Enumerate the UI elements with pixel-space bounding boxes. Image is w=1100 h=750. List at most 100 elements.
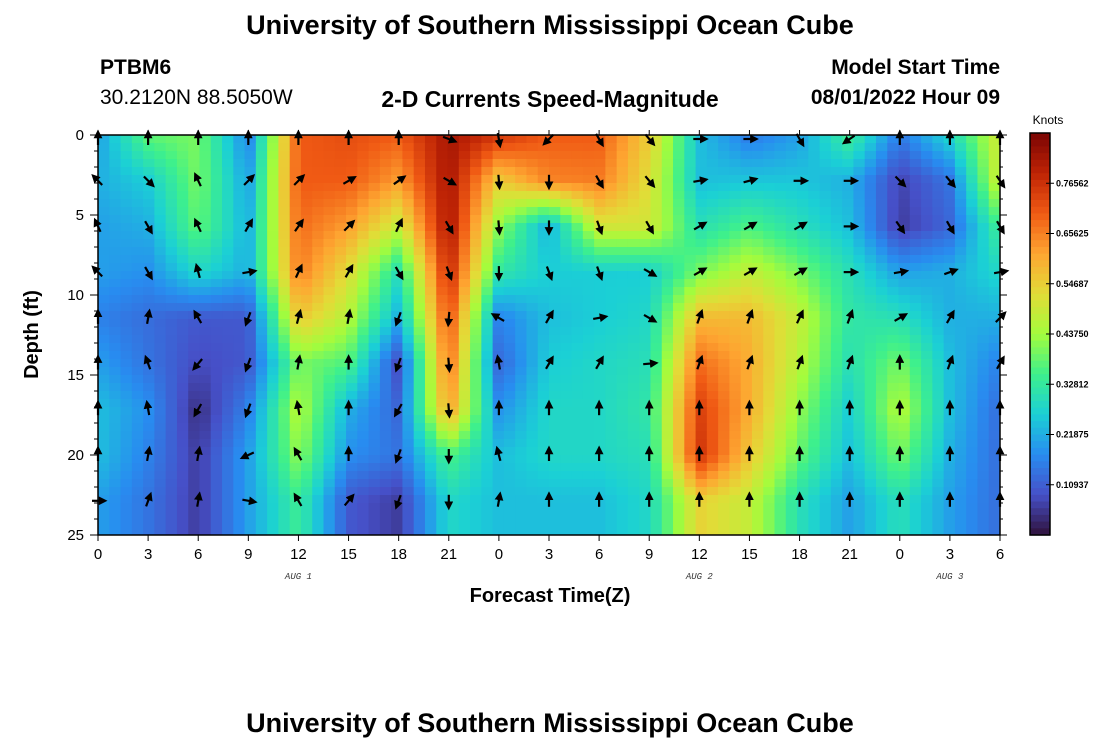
heatmap-cell — [977, 287, 990, 296]
heatmap-cell — [481, 151, 494, 160]
heatmap-cell — [830, 223, 843, 232]
heatmap-cell — [830, 415, 843, 424]
heatmap-cell — [763, 183, 776, 192]
heatmap-cell — [278, 319, 291, 328]
heatmap-cell — [210, 159, 223, 168]
colorbar-segment — [1030, 153, 1050, 161]
heatmap-cell — [300, 351, 313, 360]
heatmap-cell — [379, 487, 392, 496]
heatmap-cell — [120, 455, 133, 464]
heatmap-cell — [650, 375, 663, 384]
heatmap-cell — [582, 271, 595, 280]
heatmap-cell — [751, 519, 764, 528]
heatmap-cell — [785, 295, 798, 304]
heatmap-cell — [695, 151, 708, 160]
heatmap-cell — [808, 407, 821, 416]
current-arrow — [244, 218, 254, 233]
heatmap-cell — [616, 303, 629, 312]
heatmap-cell — [537, 271, 550, 280]
heatmap-cell — [853, 447, 866, 456]
current-arrow — [795, 309, 804, 324]
date-label: AUG 3 — [935, 572, 964, 582]
heatmap-cell — [98, 479, 110, 488]
heatmap-cell — [176, 463, 189, 472]
heatmap-cell — [492, 479, 505, 488]
heatmap-cell — [650, 327, 663, 336]
heatmap-cell — [154, 351, 167, 360]
heatmap-cell — [481, 447, 494, 456]
heatmap-cell — [267, 135, 280, 144]
heatmap-cell — [436, 215, 449, 224]
heatmap-cell — [819, 415, 832, 424]
heatmap-cell — [594, 303, 606, 312]
heatmap-cell — [819, 167, 832, 176]
heatmap-cell — [797, 199, 809, 208]
heatmap-cell — [188, 527, 201, 535]
heatmap-cell — [300, 383, 313, 392]
heatmap-cell — [627, 207, 640, 216]
heatmap-cell — [447, 335, 460, 344]
heatmap-cell — [650, 487, 663, 496]
heatmap-cell — [943, 527, 956, 535]
heatmap-cell — [650, 447, 663, 456]
heatmap-cell — [751, 359, 764, 368]
heatmap-cell — [176, 383, 189, 392]
heatmap-cell — [977, 175, 990, 184]
heatmap-cell — [932, 311, 945, 320]
heatmap-cell — [470, 231, 482, 240]
heatmap-cell — [210, 167, 223, 176]
heatmap-cell — [98, 391, 110, 400]
heatmap-cell — [808, 479, 821, 488]
heatmap-cell — [154, 327, 167, 336]
heatmap-cell — [830, 295, 843, 304]
heatmap-cell — [413, 327, 426, 336]
heatmap-cell — [368, 351, 381, 360]
heatmap-cell — [131, 303, 144, 312]
heatmap-cell — [921, 135, 933, 144]
heatmap-cell — [334, 463, 347, 472]
heatmap-cell — [627, 367, 640, 376]
heatmap-cell — [582, 239, 595, 248]
heatmap-cell — [706, 343, 719, 352]
heatmap-cell — [842, 407, 855, 416]
heatmap-cell — [98, 351, 110, 360]
heatmap-cell — [751, 463, 764, 472]
heatmap-cell — [323, 159, 336, 168]
heatmap-cell — [526, 287, 539, 296]
heatmap-cell — [864, 143, 877, 152]
heatmap-cell — [492, 415, 505, 424]
heatmap-cell — [706, 191, 719, 200]
heatmap-cell — [582, 447, 595, 456]
heatmap-cell — [706, 359, 719, 368]
heatmap-cell — [966, 367, 979, 376]
heatmap-cell — [368, 527, 381, 535]
heatmap-cell — [921, 359, 933, 368]
heatmap-cell — [222, 407, 234, 416]
heatmap-cell — [255, 199, 268, 208]
heatmap-cell — [131, 263, 144, 272]
heatmap-cell — [447, 231, 460, 240]
heatmap-cell — [255, 511, 268, 520]
heatmap-cell — [199, 375, 212, 384]
heatmap-cell — [921, 439, 933, 448]
heatmap-cell — [176, 215, 189, 224]
heatmap-cell — [605, 167, 618, 176]
heatmap-cell — [650, 231, 663, 240]
heatmap-cell — [988, 295, 1000, 304]
heatmap-cell — [988, 263, 1000, 272]
heatmap-cell — [875, 471, 888, 480]
heatmap-cell — [222, 319, 234, 328]
heatmap-cell — [785, 191, 798, 200]
heatmap-cell — [154, 431, 167, 440]
heatmap-cell — [143, 303, 155, 312]
heatmap-cell — [199, 407, 212, 416]
heatmap-cell — [188, 279, 201, 288]
colorbar-segment — [1030, 327, 1050, 335]
heatmap-cell — [199, 495, 212, 504]
heatmap-cell — [109, 439, 122, 448]
heatmap-cell — [255, 375, 268, 384]
heatmap-cell — [244, 135, 257, 144]
heatmap-cell — [830, 319, 843, 328]
heatmap-cell — [199, 239, 212, 248]
heatmap-cell — [143, 471, 155, 480]
